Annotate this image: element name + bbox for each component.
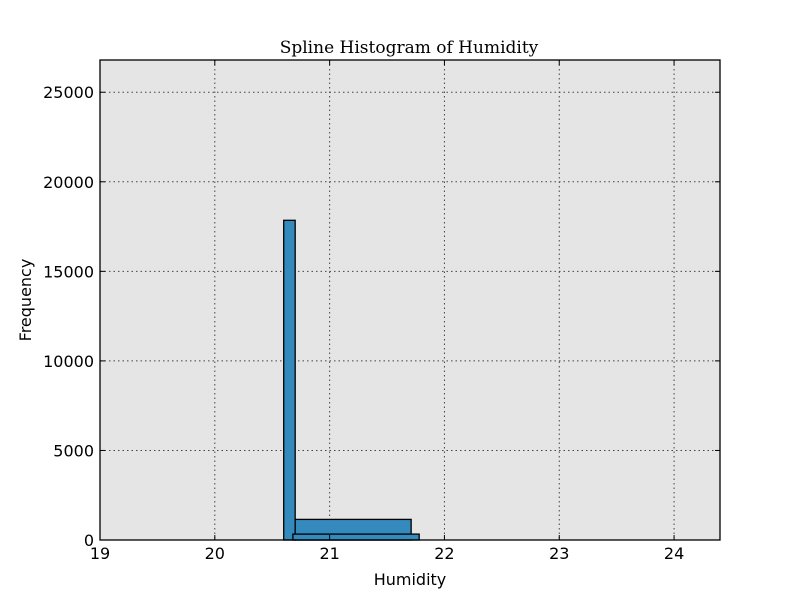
- grid-lines: [100, 60, 720, 540]
- histogram-bar: [283, 219, 296, 541]
- y-tick-label: 0: [84, 531, 94, 550]
- chart-title: Spline Histogram of Humidity: [280, 38, 539, 58]
- plot-frame: [99, 59, 721, 541]
- x-tick-label: 22: [434, 544, 454, 563]
- y-tick-label: 5000: [53, 441, 94, 460]
- x-tick-label: 23: [549, 544, 569, 563]
- y-axis-label: Frequency: [16, 259, 35, 342]
- bars: [283, 219, 420, 541]
- y-tick-label: 15000: [43, 262, 94, 281]
- x-tick-label: 19: [90, 544, 110, 563]
- x-tick-label: 20: [205, 544, 225, 563]
- axis-ticks: 19 20 21 22 23 24 0 5000 10000 15000 20000 25000: [43, 60, 720, 563]
- y-tick-label: 10000: [43, 352, 94, 371]
- x-axis-label: Humidity: [374, 570, 447, 589]
- y-tick-label: 20000: [43, 173, 94, 192]
- x-tick-label: 21: [319, 544, 339, 563]
- x-tick-label: 24: [664, 544, 684, 563]
- histogram-bar: [292, 533, 420, 541]
- plot-area: [100, 60, 720, 540]
- y-tick-label: 25000: [43, 83, 94, 102]
